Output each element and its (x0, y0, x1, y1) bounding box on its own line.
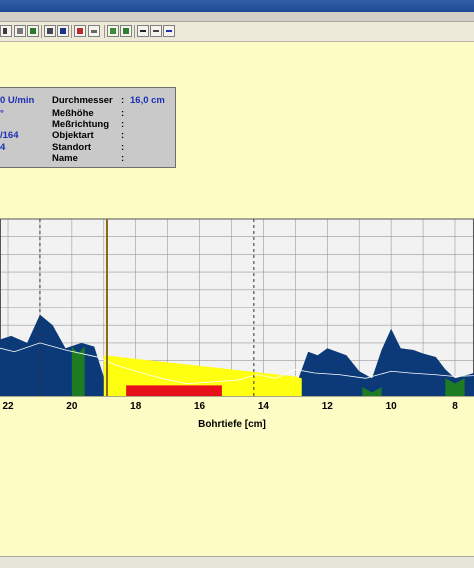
density-profile-area (0, 314, 474, 396)
colon: : (121, 142, 125, 153)
durchmesser-value: 16,0 cm (130, 95, 165, 106)
chart-plot-area (0, 218, 474, 397)
x-tick-label: 20 (66, 401, 78, 412)
colon: : (121, 95, 125, 106)
colon: : (121, 119, 125, 130)
title-bar (0, 0, 474, 12)
speed-line2: ° (0, 108, 4, 119)
resistograph-chart: 22 20 18 16 14 12 10 8 Bohrtiefe [cm] (0, 216, 474, 432)
grid-icon[interactable] (107, 25, 119, 37)
colon: : (121, 108, 125, 119)
green-zone-area (445, 378, 465, 396)
legend-icon[interactable] (150, 25, 162, 37)
speed-line3: /164 (0, 130, 19, 141)
name-label: Name (52, 153, 78, 164)
settings-icon[interactable] (163, 25, 175, 37)
durchmesser-label: Durchmesser (52, 95, 113, 106)
x-axis-label: Bohrtiefe [cm] (198, 419, 266, 430)
x-tick-label: 12 (321, 401, 333, 412)
toolbar-separator (104, 25, 105, 38)
chart-icon[interactable] (74, 25, 86, 37)
x-tick-label: 22 (2, 401, 14, 412)
status-bar (0, 556, 474, 568)
speed-line4: 4 (0, 142, 6, 153)
speed-value: 0 U/min (0, 95, 35, 106)
zoom-icon[interactable] (44, 25, 56, 37)
colon: : (121, 153, 125, 164)
menu-bar (0, 12, 474, 22)
table-icon[interactable] (120, 25, 132, 37)
pointer-icon[interactable] (0, 25, 12, 37)
colon: : (121, 130, 125, 141)
list-icon[interactable] (137, 25, 149, 37)
objektart-label: Objektart (52, 130, 94, 141)
x-tick-label: 10 (385, 401, 397, 412)
messrichtung-label: Meßrichtung (52, 119, 109, 130)
print-icon[interactable] (14, 25, 26, 37)
trend-line (0, 342, 474, 385)
standort-label: Standort (52, 142, 92, 153)
x-tick-label: 16 (194, 401, 206, 412)
toolbar-separator (41, 25, 42, 38)
green-zone-area (362, 387, 382, 396)
red-zone-area (126, 385, 222, 396)
green-zone-area (71, 346, 85, 396)
toolbar (0, 22, 474, 42)
color-icon[interactable] (27, 25, 39, 37)
messhoehe-label: Meßhöhe (52, 108, 94, 119)
x-tick-label: 14 (257, 401, 269, 412)
export-icon[interactable] (88, 25, 100, 37)
copy-icon[interactable] (57, 25, 69, 37)
toolbar-separator (134, 25, 135, 38)
x-tick-label: 8 (452, 401, 458, 412)
measurement-info-panel: 0 U/min ° /164 4 Durchmesser Meßhöhe Meß… (0, 87, 176, 168)
x-tick-label: 18 (130, 401, 142, 412)
toolbar-separator (71, 25, 72, 38)
